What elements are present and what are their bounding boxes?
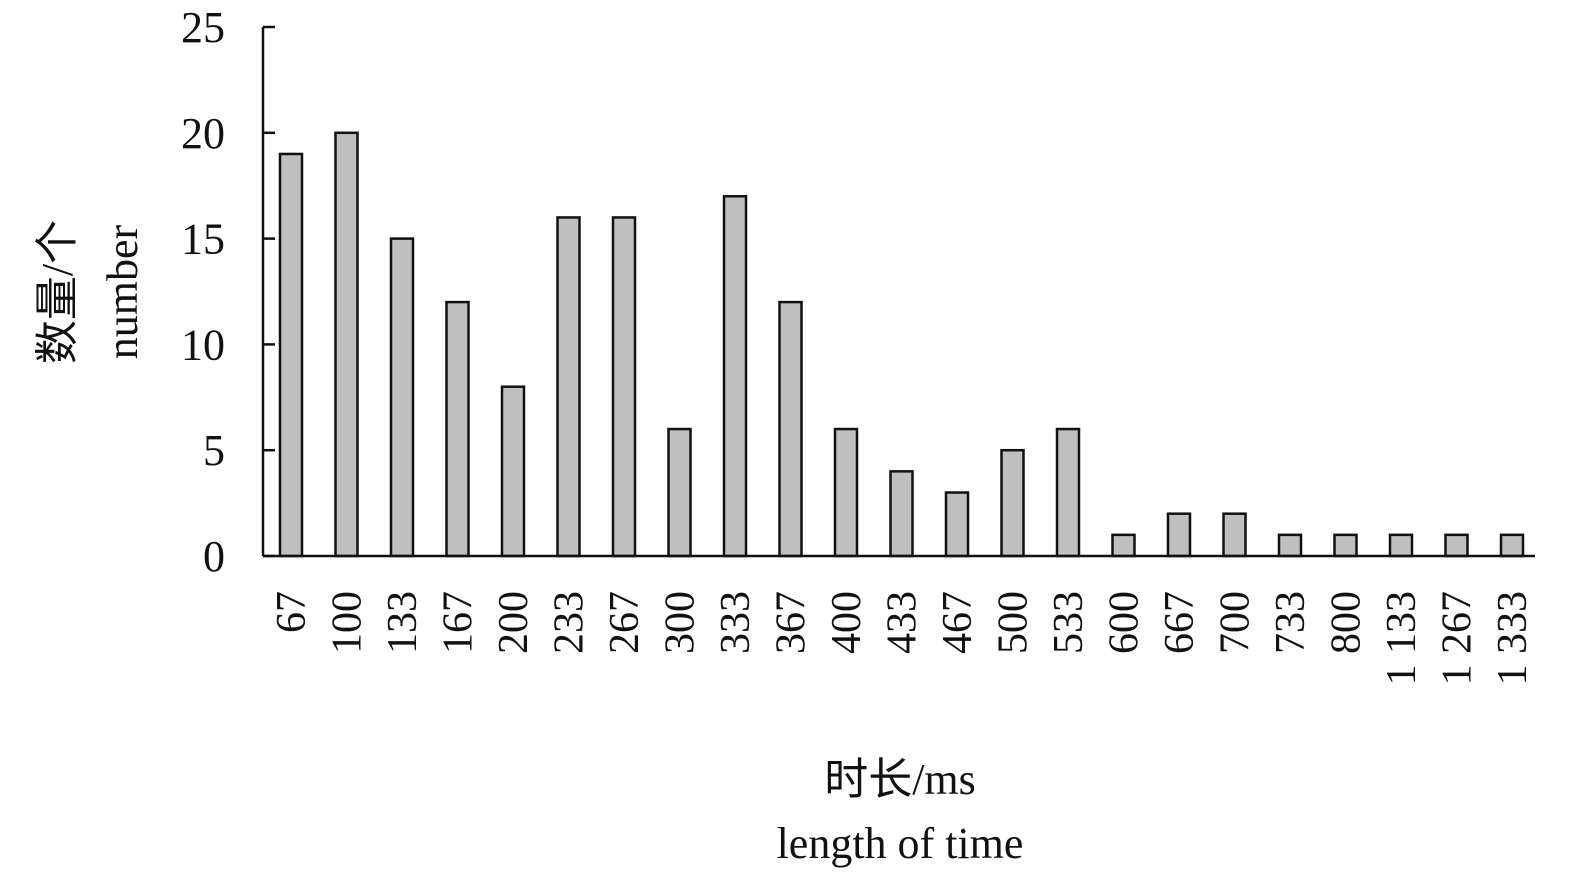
bar-14 [1055,427,1081,558]
x-tick-label-3: 167 [436,591,482,654]
x-tick-label-20: 1 133 [1379,591,1425,686]
x-tick-label-16: 667 [1157,591,1203,654]
x-tick-label-10: 400 [824,591,870,654]
bar-6 [611,216,637,558]
bar-12 [944,491,970,558]
y-tick-label-20: 20 [181,109,225,158]
bar-18 [1277,533,1303,558]
x-tick-label-7: 300 [658,591,704,654]
x-tick-label-13: 500 [991,591,1037,654]
x-axis-label-en: length of time [777,819,1024,868]
bars-group [278,131,1525,558]
y-axis-label-en: number [98,224,147,359]
y-tick-label-0: 0 [203,532,225,581]
bar-3 [445,300,470,558]
x-tick-label-17: 700 [1213,591,1259,654]
x-axis-label-cn: 时长/ms [824,755,976,804]
bar-9 [778,300,803,558]
x-tick-label-15: 600 [1102,591,1148,654]
x-tick-label-21: 1 267 [1435,591,1481,686]
y-tick-label-15: 15 [181,215,225,264]
bar-2 [389,237,415,558]
y-tick-label-10: 10 [181,320,225,369]
bar-10 [833,427,859,558]
x-tick-label-1: 100 [325,591,371,654]
x-tick-label-4: 200 [491,591,537,654]
x-tick-label-2: 133 [380,591,426,654]
bar-4 [500,385,526,558]
bar-11 [889,470,914,558]
x-tick-label-5: 233 [547,591,593,654]
bar-1 [334,131,359,558]
bar-0 [278,152,304,558]
x-tick-label-19: 800 [1324,591,1370,654]
x-tick-label-9: 367 [769,591,815,654]
y-tick-label-25: 25 [181,3,225,52]
bar-22 [1499,533,1525,558]
bar-20 [1388,533,1414,558]
bar-7 [667,427,692,558]
x-tick-label-8: 333 [713,591,759,654]
x-tick-label-11: 433 [880,591,926,654]
x-tick-label-12: 467 [935,591,981,654]
bar-8 [722,195,748,558]
bar-15 [1111,533,1136,558]
y-ticks-group: 0 5 10 15 20 25 [181,3,275,581]
x-tick-label-0: 67 [269,591,315,633]
bar-16 [1166,512,1192,558]
x-tick-label-14: 533 [1046,591,1092,654]
bar-17 [1222,512,1247,558]
axes-group [261,27,1535,558]
y-axis-label-cn: 数量/个 [33,220,82,364]
bar-13 [1000,448,1025,558]
x-ticks-group: 67 100 133 167 200 233 267 300 333 367 400 433 467 50… [269,591,1536,686]
bar-5 [556,216,581,558]
x-tick-label-6: 267 [602,591,648,654]
x-tick-label-22: 1 333 [1490,591,1536,686]
y-tick-label-5: 5 [203,426,225,475]
bar-21 [1444,533,1469,558]
x-tick-label-18: 733 [1268,591,1314,654]
bar-19 [1333,533,1358,558]
